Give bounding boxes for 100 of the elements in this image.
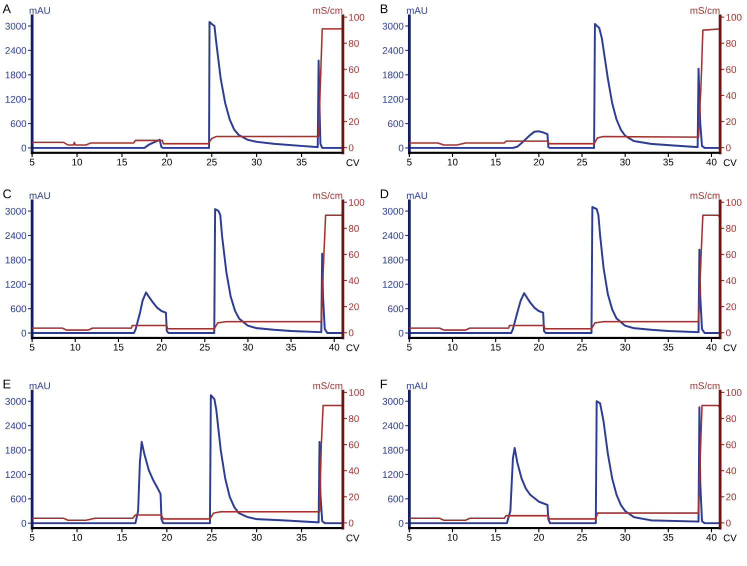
y2-tick-label: 80 bbox=[348, 225, 359, 232]
y-tick-label: 0 bbox=[22, 520, 26, 527]
y2-axis-title: mS/cm bbox=[313, 6, 342, 14]
x-tick-label: 25 bbox=[206, 534, 217, 541]
y2-tick-label: 20 bbox=[348, 118, 359, 126]
x-tick-label: 5 bbox=[407, 158, 412, 166]
y2-axis-title: mS/cm bbox=[690, 6, 720, 14]
y-tick-label: 2400 bbox=[382, 422, 404, 430]
x-tick-label: 30 bbox=[252, 158, 262, 166]
x-tick-label: 40 bbox=[706, 534, 717, 541]
y2-tick-label: 80 bbox=[726, 40, 736, 47]
y-tick-label: 600 bbox=[388, 120, 404, 128]
x-tick-label: 10 bbox=[72, 534, 82, 541]
x-tick-label: 20 bbox=[534, 158, 544, 166]
y2-axis-title: mS/cm bbox=[690, 192, 720, 200]
x-tick-label: 35 bbox=[663, 158, 674, 166]
y-tick-label: 1800 bbox=[382, 72, 404, 78]
x-tick-label: 10 bbox=[70, 344, 80, 351]
y2-tick-label: 0 bbox=[348, 520, 354, 526]
x-tick-label: 35 bbox=[663, 344, 674, 351]
y-tick-label: 0 bbox=[398, 520, 404, 527]
chart-title: E bbox=[4, 380, 10, 388]
chart-title: F bbox=[380, 380, 387, 388]
y2-tick-label: 0 bbox=[726, 329, 731, 336]
x-tick-label: 35 bbox=[663, 534, 674, 541]
y-tick-label: 1800 bbox=[6, 256, 26, 264]
x-tick-label: 20 bbox=[162, 158, 172, 166]
y-tick-label: 1800 bbox=[6, 72, 26, 78]
x-tick-label: 10 bbox=[448, 158, 458, 166]
y2-tick-label: 20 bbox=[726, 118, 736, 126]
y2-tick-label: 100 bbox=[726, 14, 742, 21]
y2-tick-label: 40 bbox=[726, 467, 736, 474]
x-tick-label: 5 bbox=[30, 344, 34, 351]
x-tick-label: 25 bbox=[577, 344, 587, 351]
y-tick-label: 2400 bbox=[5, 422, 26, 430]
y2-tick-label: 60 bbox=[348, 251, 359, 258]
x-tick-label: 5 bbox=[407, 344, 412, 351]
y2-tick-label: 0 bbox=[726, 144, 731, 152]
y2-tick-label: 100 bbox=[349, 14, 364, 21]
y-tick-label: 1200 bbox=[6, 280, 26, 288]
y-tick-label: 3000 bbox=[5, 398, 26, 405]
y-axis-title: mAU bbox=[30, 192, 50, 200]
y2-tick-label: 60 bbox=[348, 441, 359, 448]
y2-tick-label: 20 bbox=[726, 494, 736, 500]
x-tick-label: 40 bbox=[706, 158, 717, 166]
y2-axis-title: mS/cm bbox=[313, 192, 342, 200]
y-tick-label: 600 bbox=[388, 305, 404, 312]
x-tick-label: 25 bbox=[577, 158, 587, 166]
y-tick-label: 1200 bbox=[382, 96, 404, 103]
x-tick-label: 15 bbox=[114, 344, 124, 351]
x-tick-label: 35 bbox=[296, 534, 307, 541]
x-tick-label: 25 bbox=[206, 158, 217, 166]
y-axis-title: mAU bbox=[30, 7, 50, 14]
y2-tick-label: 60 bbox=[348, 66, 359, 73]
y-tick-label: 0 bbox=[22, 144, 26, 152]
x-tick-label: 30 bbox=[620, 344, 630, 351]
y-tick-label: 2400 bbox=[382, 47, 404, 54]
x-tick-label: 40 bbox=[329, 344, 340, 351]
y-tick-label: 1800 bbox=[6, 446, 26, 454]
x-axis-title: CV bbox=[724, 159, 737, 166]
chart-title: C bbox=[3, 189, 12, 198]
y2-axis-title: mS/cm bbox=[690, 382, 720, 390]
x-axis-title: CV bbox=[724, 344, 737, 352]
x-tick-label: 15 bbox=[491, 534, 501, 541]
y2-tick-label: 40 bbox=[348, 92, 359, 100]
x-tick-label: 40 bbox=[706, 344, 717, 351]
y2-tick-label: 80 bbox=[726, 225, 736, 232]
y-tick-label: 3000 bbox=[382, 398, 404, 405]
x-tick-label: 35 bbox=[296, 158, 307, 166]
y-tick-label: 2400 bbox=[382, 232, 404, 240]
y-tick-label: 1200 bbox=[382, 280, 404, 288]
y-tick-label: 0 bbox=[398, 144, 404, 152]
y2-tick-label: 80 bbox=[348, 40, 359, 47]
y-tick-label: 3000 bbox=[382, 208, 404, 215]
y2-tick-label: 0 bbox=[348, 329, 354, 336]
x-axis-title: CV bbox=[346, 344, 360, 352]
y-tick-label: 600 bbox=[10, 120, 26, 128]
y2-tick-label: 60 bbox=[726, 251, 736, 258]
y-tick-label: 1200 bbox=[6, 96, 26, 103]
y2-tick-label: 20 bbox=[348, 494, 359, 500]
x-tick-label: 30 bbox=[252, 534, 262, 541]
y2-axis-title: mS/cm bbox=[313, 382, 342, 390]
y-tick-label: 1800 bbox=[382, 446, 404, 454]
y-axis-title: mAU bbox=[406, 382, 428, 390]
y2-tick-label: 0 bbox=[726, 520, 731, 526]
x-tick-label: 35 bbox=[286, 344, 296, 351]
x-tick-label: 15 bbox=[117, 534, 127, 541]
y2-tick-label: 80 bbox=[726, 415, 736, 422]
y-tick-label: 1800 bbox=[382, 256, 404, 264]
y2-tick-label: 0 bbox=[348, 144, 354, 152]
y2-tick-label: 60 bbox=[726, 441, 736, 448]
y2-tick-label: 40 bbox=[726, 277, 736, 284]
x-tick-label: 20 bbox=[534, 344, 544, 351]
x-axis-title: CV bbox=[346, 534, 360, 542]
y-tick-label: 600 bbox=[10, 496, 26, 502]
y-tick-label: 2400 bbox=[5, 47, 26, 54]
chart-title: B bbox=[380, 4, 388, 14]
x-axis-title: CV bbox=[346, 159, 360, 166]
y2-tick-label: 100 bbox=[726, 198, 742, 206]
x-tick-label: 15 bbox=[491, 158, 501, 166]
